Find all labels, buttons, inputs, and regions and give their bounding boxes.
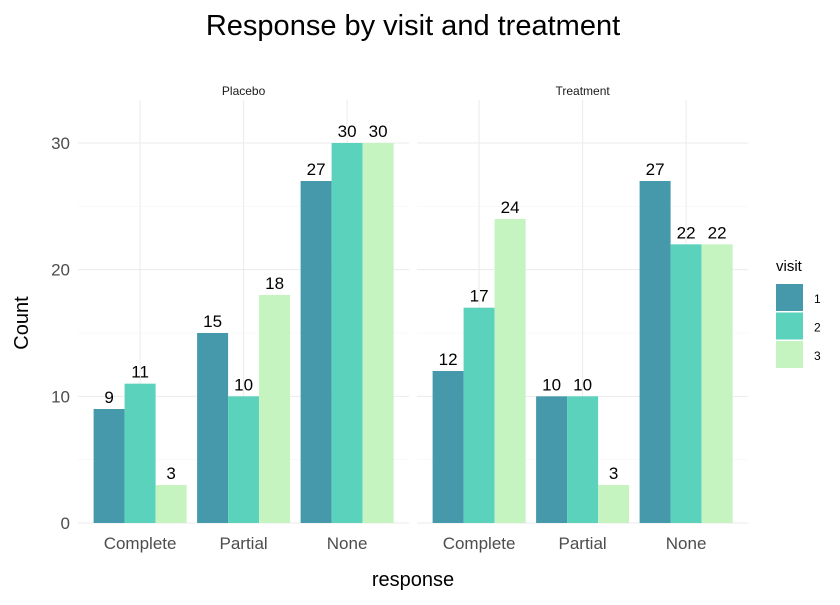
x-tick-label: Partial [220, 534, 268, 553]
y-tick-label: 30 [51, 134, 70, 153]
data-label: 10 [542, 375, 561, 394]
x-axis-label: response [372, 569, 454, 591]
legend-swatch-visit-2 [776, 312, 803, 340]
data-label: 30 [338, 122, 357, 141]
data-label: 15 [203, 312, 222, 331]
data-label: 12 [439, 350, 458, 369]
bar-treatment-complete-visit-3 [494, 219, 526, 523]
data-label: 17 [470, 287, 489, 306]
x-tick-label: Partial [559, 534, 607, 553]
data-label: 3 [166, 464, 175, 483]
bar-treatment-none-visit-2 [670, 244, 702, 524]
data-label: 27 [646, 160, 665, 179]
x-tick-label: None [327, 534, 368, 553]
x-tick-label: None [666, 534, 707, 553]
bar-treatment-partial-visit-1 [536, 396, 568, 523]
legend: visit 1 2 3 [776, 258, 821, 368]
data-label: 10 [234, 375, 253, 394]
bar-treatment-complete-visit-1 [432, 371, 464, 523]
data-label: 9 [104, 388, 113, 407]
data-label: 10 [573, 375, 592, 394]
facet-label-treatment: Treatment [555, 84, 610, 98]
y-tick-label: 10 [51, 387, 70, 406]
chart-title: Response by visit and treatment [206, 10, 620, 42]
y-axis-label: Count [11, 296, 33, 350]
data-label: 30 [369, 122, 388, 141]
x-tick-label: Complete [104, 534, 177, 553]
data-label: 18 [265, 274, 284, 293]
data-label: 3 [609, 464, 618, 483]
facet-label-placebo: Placebo [222, 84, 266, 98]
bar-placebo-none-visit-2 [331, 143, 363, 523]
data-label: 22 [677, 223, 696, 242]
data-label: 22 [708, 223, 727, 242]
y-tick-label: 20 [51, 261, 70, 280]
bar-placebo-none-visit-1 [300, 181, 332, 523]
data-label: 27 [307, 160, 326, 179]
legend-label: 2 [814, 321, 821, 335]
bar-placebo-complete-visit-3 [155, 485, 187, 523]
legend-title: visit [776, 258, 803, 275]
bar-treatment-partial-visit-2 [567, 396, 599, 523]
bar-placebo-partial-visit-2 [228, 396, 260, 523]
x-tick-label: Complete [443, 534, 516, 553]
bar-treatment-partial-visit-3 [598, 485, 630, 523]
bar-treatment-none-visit-3 [701, 244, 733, 524]
data-label: 24 [501, 198, 520, 217]
bar-treatment-none-visit-1 [639, 181, 671, 523]
bar-placebo-complete-visit-1 [93, 409, 125, 523]
legend-label: 1 [814, 292, 821, 306]
data-label: 11 [131, 363, 149, 382]
bar-treatment-complete-visit-2 [463, 307, 495, 523]
y-tick-label: 0 [61, 514, 70, 533]
bar-placebo-partial-visit-3 [259, 295, 291, 523]
bar-placebo-none-visit-3 [362, 143, 394, 523]
legend-swatch-visit-3 [776, 341, 803, 368]
bar-placebo-complete-visit-2 [124, 383, 156, 523]
bar-placebo-partial-visit-1 [197, 333, 229, 523]
legend-label: 3 [814, 349, 821, 363]
legend-swatch-visit-1 [776, 284, 803, 311]
